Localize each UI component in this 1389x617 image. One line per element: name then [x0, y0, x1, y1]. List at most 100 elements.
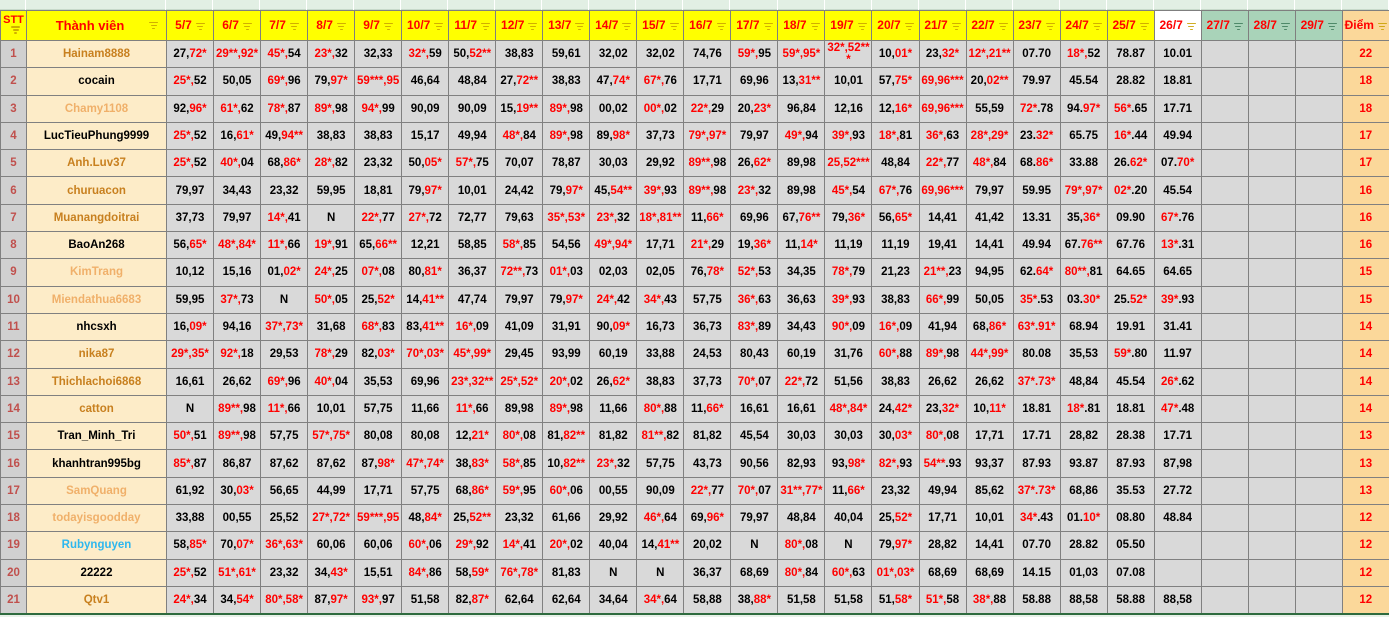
score-cell[interactable]: 28.82 [1106, 67, 1155, 96]
score-cell[interactable] [1294, 258, 1343, 287]
score-cell[interactable]: 22*,29 [683, 94, 732, 123]
score-cell[interactable] [1247, 39, 1296, 69]
member-name[interactable]: Chamy1108 [26, 94, 167, 123]
score-cell[interactable]: 26,62 [918, 367, 967, 396]
column-letter-cell[interactable] [966, 0, 1013, 10]
score-cell[interactable]: 22*,77 [683, 476, 732, 506]
score-cell[interactable]: 81,83 [542, 558, 591, 587]
score-cell[interactable] [1200, 121, 1249, 151]
score-cell[interactable]: 67.76 [1106, 231, 1155, 260]
header-date-23-7[interactable]: 23/7 [1012, 10, 1061, 41]
score-cell[interactable] [1294, 39, 1343, 69]
score-cell[interactable]: 79,97 [495, 285, 544, 314]
score-cell[interactable] [1247, 422, 1296, 451]
score-cell[interactable]: 18*,81** [636, 203, 685, 233]
score-cell[interactable]: 48.84 [1153, 504, 1202, 533]
score-cell[interactable]: 05.50 [1106, 531, 1155, 560]
score-cell[interactable]: 34*.43 [1012, 504, 1061, 533]
column-letter-cell[interactable] [307, 0, 355, 10]
score-cell[interactable]: 82,87* [448, 585, 497, 615]
score-cell[interactable]: 80**,81 [1059, 258, 1108, 287]
score-cell[interactable]: 11,66* [683, 394, 732, 424]
score-cell[interactable]: 22*,77 [354, 203, 403, 233]
score-cell[interactable]: 88,58 [1153, 585, 1202, 615]
score-cell[interactable]: 80.08 [1012, 340, 1061, 369]
score-cell[interactable]: 23,32 [260, 558, 309, 587]
score-cell[interactable]: 28*,82 [307, 149, 356, 178]
score-cell[interactable]: 80*,08 [918, 422, 967, 451]
score-cell[interactable]: 57,75 [260, 422, 309, 451]
score-cell[interactable]: 11,19 [871, 231, 920, 260]
header-date-9-7[interactable]: 9/7 [354, 10, 403, 41]
header-date-10-7[interactable]: 10/7 [401, 10, 450, 41]
score-cell[interactable]: 25*,52 [165, 121, 215, 151]
score-cell[interactable]: 19*,91 [307, 231, 356, 260]
score-cell[interactable]: 30,03* [213, 476, 262, 506]
score-cell[interactable]: 59.95 [1012, 176, 1061, 205]
score-cell[interactable]: 90*,09 [824, 312, 873, 342]
score-cell[interactable]: 28,82 [918, 531, 967, 560]
score-cell[interactable]: 31,91 [542, 312, 591, 342]
score-cell[interactable]: 51*,58 [918, 585, 967, 615]
score-cell[interactable] [1200, 449, 1249, 478]
score-cell[interactable]: 41,94 [918, 312, 967, 342]
score-cell[interactable] [1247, 121, 1296, 151]
filter-icon[interactable] [1327, 22, 1337, 31]
member-name[interactable]: Thichlachoi6868 [26, 367, 167, 396]
score-cell[interactable]: 59,61 [542, 39, 591, 69]
score-cell[interactable]: 57*,75* [307, 422, 356, 451]
score-cell[interactable]: 79,36* [824, 203, 873, 233]
score-cell[interactable]: 49,94 [448, 121, 497, 151]
score-cell[interactable] [1200, 67, 1249, 96]
filter-icon[interactable] [622, 22, 632, 31]
score-cell[interactable]: 16,61* [213, 121, 262, 151]
score-cell[interactable]: 45.54 [1153, 176, 1202, 205]
score-cell[interactable]: 51,58 [401, 585, 450, 615]
score-cell[interactable] [1247, 531, 1296, 560]
score-cell[interactable]: 62,64 [542, 585, 591, 615]
score-cell[interactable]: 78.87 [1106, 39, 1155, 69]
score-cell[interactable]: 30,03 [777, 422, 826, 451]
score-cell[interactable]: 51,58 [777, 585, 826, 615]
score-cell[interactable]: 63*.91* [1012, 312, 1061, 342]
score-cell[interactable]: 48*,84* [213, 231, 262, 260]
score-cell[interactable]: 25,52* [354, 285, 403, 314]
header-date-19-7[interactable]: 19/7 [824, 10, 873, 41]
score-cell[interactable] [1294, 67, 1343, 96]
score-cell[interactable]: 16*,09 [448, 312, 497, 342]
score-cell[interactable]: 57,75 [401, 476, 450, 506]
header-date-22-7[interactable]: 22/7 [965, 10, 1014, 41]
score-cell[interactable]: 27*,72 [401, 203, 450, 233]
score-cell[interactable] [1294, 94, 1343, 123]
score-cell[interactable]: 90,56 [730, 449, 779, 478]
filter-icon[interactable] [810, 22, 820, 31]
column-letter-cell[interactable] [919, 0, 966, 10]
score-cell[interactable]: 35,53 [354, 367, 403, 396]
score-cell[interactable]: 80,43 [730, 340, 779, 369]
score-cell[interactable]: 70*,07 [730, 476, 779, 506]
score-cell[interactable] [1247, 585, 1296, 615]
score-cell[interactable]: 10,01 [824, 67, 873, 96]
column-letter-cell[interactable] [778, 0, 825, 10]
score-cell[interactable]: 50,05 [965, 285, 1014, 314]
member-name[interactable]: Hainam8888 [26, 39, 167, 69]
score-cell[interactable]: 48*,84 [965, 149, 1014, 178]
score-cell[interactable]: 21,23 [871, 258, 920, 287]
score-cell[interactable]: 51,56 [824, 367, 873, 396]
score-cell[interactable]: 01,03 [1059, 558, 1108, 587]
score-cell[interactable]: 25*,52 [165, 558, 215, 587]
score-cell[interactable]: 46*,64 [636, 504, 685, 533]
column-letter-cell[interactable] [542, 0, 590, 10]
score-cell[interactable]: 85,62 [965, 476, 1014, 506]
score-cell[interactable]: N [824, 531, 873, 560]
score-cell[interactable]: 38,83 [871, 367, 920, 396]
score-cell[interactable]: 11.97 [1153, 340, 1202, 369]
score-cell[interactable]: 38,83 [354, 121, 403, 151]
filter-icon[interactable] [11, 25, 20, 34]
score-cell[interactable]: 07*,08 [354, 258, 403, 287]
score-cell[interactable]: 25,52* [871, 504, 920, 533]
score-cell[interactable]: 89*,98 [918, 340, 967, 369]
score-cell[interactable]: 26*.62 [1153, 367, 1202, 396]
score-cell[interactable] [1200, 585, 1249, 615]
score-cell[interactable]: 47,74 [448, 285, 497, 314]
